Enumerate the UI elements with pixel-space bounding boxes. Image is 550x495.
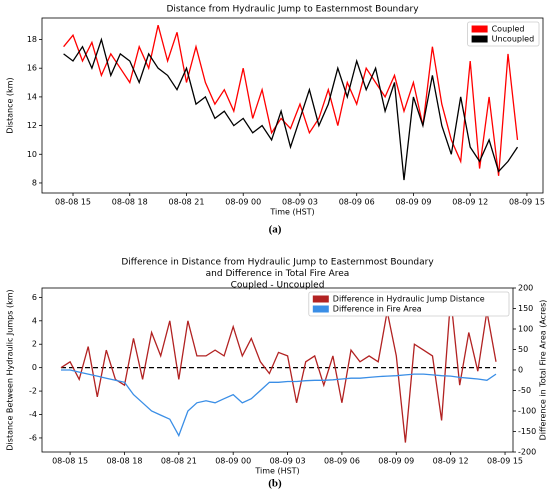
y-axis-label: Distance Between Hydraulic Jumps (km): [6, 289, 15, 450]
legend-swatch: [312, 295, 329, 303]
x-tick-label: 08-09 15: [509, 198, 545, 207]
legend-swatch: [471, 25, 488, 33]
y2-tick-label: 150: [518, 304, 533, 313]
x-tick-label: 08-09 09: [378, 457, 414, 466]
x-tick-label: 08-08 15: [52, 457, 88, 466]
x-tick-label: 08-09 15: [487, 457, 523, 466]
y-tick-label: 6: [32, 293, 37, 302]
legend-swatch: [471, 35, 488, 43]
plot-frame: [41, 17, 544, 194]
y2-tick-label: -100: [518, 407, 536, 416]
x-tick-label: 08-09 06: [324, 457, 360, 466]
x-tick-label: 08-09 06: [339, 198, 375, 207]
legend-label: Difference in Fire Area: [333, 305, 422, 314]
x-tick-label: 08-09 12: [433, 457, 469, 466]
chart-title: and Difference in Total Fire Area: [206, 269, 350, 279]
x-tick-label: 08-09 03: [270, 457, 306, 466]
x-tick-label: 08-08 18: [106, 457, 142, 466]
caption: (b): [268, 478, 282, 490]
y2-tick-label: -200: [518, 448, 536, 457]
x-tick-label: 08-09 00: [215, 457, 251, 466]
x-tick-label: 08-08 21: [169, 198, 205, 207]
y-tick-label: 12: [27, 121, 37, 130]
y-tick-label: 4: [32, 316, 37, 325]
legend-box: [308, 291, 510, 317]
y-tick-label: 2: [32, 340, 37, 349]
x-tick-label: 08-08 18: [112, 198, 148, 207]
y2-tick-label: 200: [518, 284, 533, 293]
y2-tick-label: 100: [518, 325, 533, 334]
series-line: [60, 297, 497, 443]
y-tick-label: 14: [27, 92, 37, 101]
y-tick-label: 0: [32, 363, 37, 372]
x-tick-label: 08-08 15: [55, 198, 91, 207]
legend-label: Uncoupled: [492, 35, 535, 44]
y2-tick-label: 0: [518, 366, 523, 375]
chart-title: Coupled - Uncoupled: [231, 281, 325, 291]
series-line: [63, 37, 519, 181]
y-tick-label: 10: [27, 150, 37, 159]
x-axis-label: Time (HST): [254, 467, 299, 476]
legend-label: Coupled: [492, 25, 525, 34]
chart-title: Difference in Distance from Hydraulic Ju…: [121, 258, 434, 268]
y-tick-label: -6: [29, 433, 37, 442]
x-tick-label: 08-09 00: [225, 198, 261, 207]
series-line: [61, 369, 497, 438]
y-tick-label: 18: [27, 35, 37, 44]
series-line: [63, 25, 519, 176]
x-tick-label: 08-09 12: [452, 198, 488, 207]
x-tick-label: 08-09 03: [282, 198, 318, 207]
x-tick-label: 08-08 21: [161, 457, 197, 466]
y-tick-label: -2: [29, 387, 37, 396]
y2-tick-label: 50: [518, 345, 528, 354]
y-axis-label: Distance (km): [6, 77, 15, 133]
y2-tick-label: -50: [518, 386, 531, 395]
y-tick-label: 16: [27, 64, 37, 73]
x-axis-label: Time (HST): [269, 208, 314, 217]
y2-axis-label: Difference in Total Fire Area (Acres): [539, 300, 548, 441]
y-tick-label: -4: [29, 410, 37, 419]
y-tick-label: 8: [32, 178, 37, 187]
y2-tick-label: -150: [518, 427, 536, 436]
legend-label: Difference in Hydraulic Jump Distance: [333, 295, 485, 304]
caption: (a): [269, 224, 282, 236]
x-tick-label: 08-09 09: [395, 198, 431, 207]
legend-swatch: [312, 305, 329, 313]
chart-title: Distance from Hydraulic Jump to Easternm…: [166, 5, 419, 15]
